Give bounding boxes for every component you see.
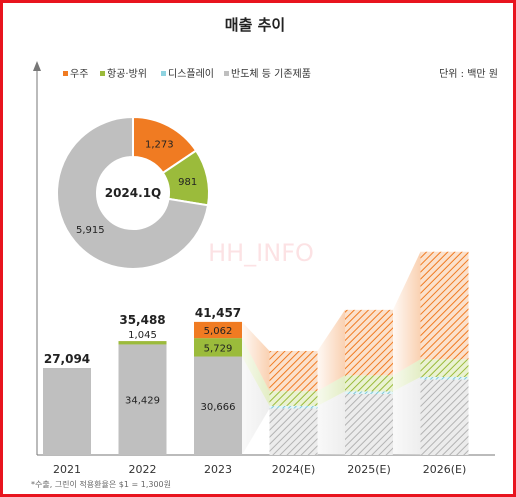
legend-label: 반도체 등 기존제품 [231,68,311,80]
watermark: HH_INFO [208,239,314,267]
bar-segment [43,368,91,455]
bar-segment [420,379,469,455]
x-tick-label: 2021 [53,463,81,476]
donut-slice-label: 1,273 [145,140,174,151]
projection-ribbon [242,356,270,455]
x-axis-ticks: 2021 2022 2023 2024(E) 2025(E) 2026(E) [53,463,466,476]
legend-label: 항공·방위 [107,67,147,80]
chart-title: 매출 추이 [225,16,285,34]
bar-segment [118,344,167,455]
legend-swatch [63,71,68,76]
projection-ribbon [317,393,345,455]
bar-value-label: 5,062 [204,326,233,337]
footnote: *수출, 그린이 적용환율은 $1 = 1,300원 [31,479,171,489]
bar-segment [118,341,167,345]
bar-segment [345,391,393,394]
projection-ribbon [317,391,345,409]
bar-segment [269,405,318,409]
x-tick-label: 2022 [129,463,157,476]
projection-ribbon [242,338,270,406]
bar-segment [194,321,242,339]
bar-segment [420,376,469,380]
donut-slice [56,115,210,270]
bar-segment [420,359,469,377]
bar-total-label: 35,488 [119,313,165,327]
bar-segment [345,375,393,392]
bar-segment [194,356,242,455]
bar-value-label: 5,729 [204,343,233,354]
x-tick-label: 2024(E) [272,463,316,476]
bar-segment [420,251,469,360]
bar-segment [194,338,242,357]
projection-ribbon [393,376,421,394]
unit-label: 단위 : 백만 원 [439,67,498,80]
bar-labels: 27,094 34,429 1,045 35,488 30,666 5,729 5,062 4… [44,306,241,413]
x-tick-label: 2025(E) [347,463,391,476]
bar-value-label: 1,045 [128,330,157,341]
projection-ribbon [317,375,345,406]
bar-total-label: 27,094 [44,352,90,366]
bar-value-label: 30,666 [201,402,236,413]
legend: 우주 항공·방위 디스플레이 반도체 등 기존제품 [63,67,311,80]
bar-value-label: 34,429 [125,396,160,407]
projection-ribbon [242,321,270,392]
projection-ribbon [393,379,421,455]
donut-center-label: 2024.1Q [105,186,162,200]
x-tick-label: 2023 [204,463,232,476]
bar-segment [345,393,393,455]
donut-slice-label: 5,915 [76,225,105,236]
bar-segment [269,391,318,406]
x-tick-label: 2026(E) [423,463,467,476]
bar-segment [269,408,318,455]
bar-segment [345,309,393,376]
legend-swatch [100,71,105,76]
donut-slice-label: 981 [178,177,197,188]
legend-label: 우주 [70,68,88,80]
legend-label: 디스플레이 [168,68,214,80]
bar-segment [269,350,318,392]
bars [43,251,469,455]
donut-chart: 1,273 981 5,915 2024.1Q [56,115,210,270]
projection-ribbons [242,251,421,455]
legend-swatch [161,71,166,76]
projection-ribbon [393,359,421,392]
bar-total-label: 41,457 [195,306,241,320]
projection-ribbon [317,309,345,392]
projection-ribbon [393,251,421,376]
revenue-chart: 매출 추이 단위 : 백만 원 HH_INFO 우주 항공·방위 디스플레이 반도체 … [31,16,498,489]
legend-swatch [224,71,229,76]
y-axis-arrow [33,61,41,71]
